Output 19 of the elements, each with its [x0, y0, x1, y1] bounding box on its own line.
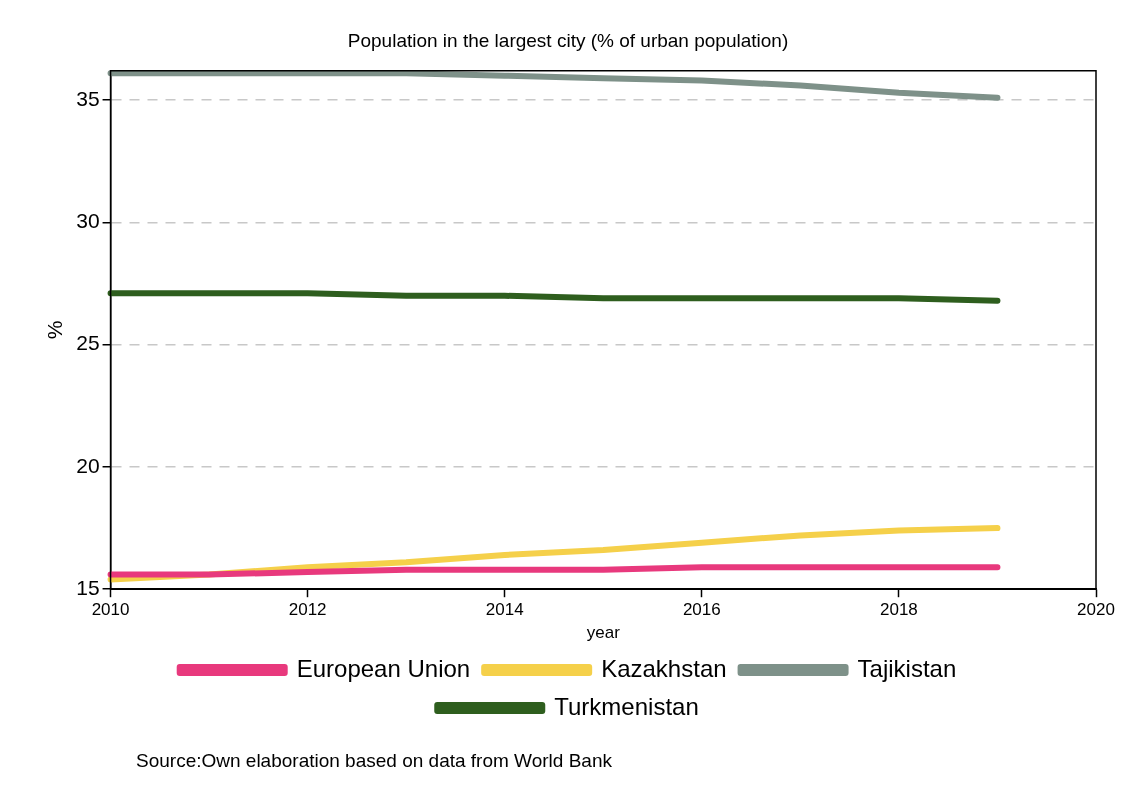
y-tick-label: 15: [76, 576, 100, 599]
x-tick-label: 2014: [485, 600, 524, 620]
y-tick-label: 35: [76, 86, 100, 110]
x-tick-label: 2018: [880, 600, 918, 620]
legend-label: European Union: [296, 654, 471, 682]
legend-label: Turkmenistan: [554, 692, 699, 720]
x-tick-label: 2012: [288, 600, 327, 620]
y-tick-label: 25: [76, 331, 100, 355]
chart-title: Population in the largest city (% of urban population): [347, 29, 789, 51]
x-tick-label: 2020: [1077, 600, 1115, 620]
x-tick-label: 2010: [91, 600, 130, 620]
legend-label: Tajikistan: [857, 654, 957, 682]
legend-label: Kazakhstan: [601, 654, 727, 682]
y-axis-title: %: [43, 320, 67, 340]
y-tick-label: 30: [76, 209, 100, 233]
x-axis-title: year: [586, 623, 621, 643]
source-note: Source:Own elaboration based on data from World Bank: [136, 750, 612, 772]
x-tick-label: 2016: [682, 600, 721, 620]
y-tick-label: 20: [76, 453, 100, 477]
